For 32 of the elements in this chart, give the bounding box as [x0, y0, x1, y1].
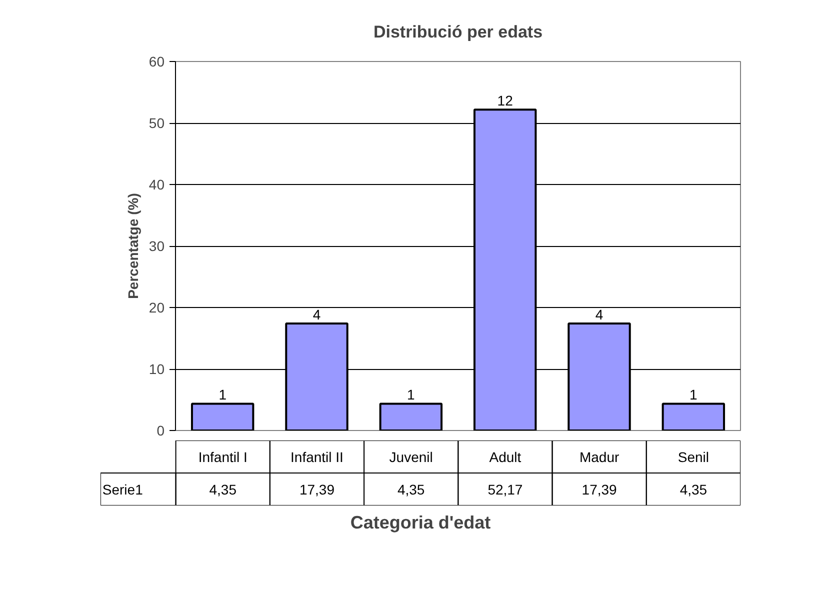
data-label: 52,17: [488, 481, 523, 498]
annotation: 1: [218, 386, 227, 403]
text: Serie1: [102, 481, 144, 498]
data-label: 4,35: [209, 481, 237, 498]
x-tick-label: Infantil II: [290, 448, 344, 465]
annotation: 4: [312, 306, 321, 323]
annotation: 12: [497, 92, 514, 109]
data-label: 4,35: [680, 481, 708, 498]
x-tick-label: Infantil I: [198, 448, 248, 465]
y-tick-label: 30: [148, 238, 165, 254]
y-tick-label: 10: [148, 361, 165, 377]
x-axis-title: Categoria d'edat: [350, 512, 491, 532]
x-tick-label: Adult: [489, 448, 522, 465]
y-tick-label: 40: [148, 176, 165, 192]
bar: [662, 402, 726, 430]
x-tick-label: Juvenil: [389, 448, 433, 465]
x-tick-label: Senil: [678, 448, 710, 465]
y-tick-label: 0: [156, 422, 165, 438]
annotation: 1: [690, 386, 698, 403]
bar: [190, 402, 254, 430]
bar: [379, 402, 443, 430]
chart-title: Distribució per edats: [373, 22, 543, 42]
annotation: 1: [407, 386, 416, 403]
annotation: 4: [595, 306, 604, 323]
y-axis-title: Percentatge (%): [124, 193, 141, 299]
x-tick-label: Madur: [579, 448, 620, 465]
y-tick-label: 60: [148, 54, 165, 70]
data-label: 17,39: [582, 481, 618, 498]
y-tick-label: 20: [148, 300, 165, 316]
y-tick-label: 50: [148, 115, 165, 131]
data-label: 4,35: [397, 481, 425, 498]
data-label: 17,39: [299, 481, 335, 498]
